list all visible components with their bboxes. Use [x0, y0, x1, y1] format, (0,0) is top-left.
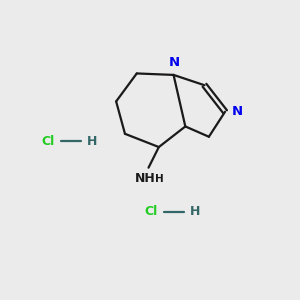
- Text: Cl: Cl: [145, 205, 158, 218]
- Text: Cl: Cl: [42, 135, 55, 148]
- Text: NH: NH: [135, 172, 156, 185]
- Text: N: N: [169, 56, 180, 69]
- Text: H: H: [155, 174, 164, 184]
- Text: N: N: [232, 105, 243, 118]
- Text: H: H: [87, 135, 97, 148]
- Text: H: H: [190, 205, 200, 218]
